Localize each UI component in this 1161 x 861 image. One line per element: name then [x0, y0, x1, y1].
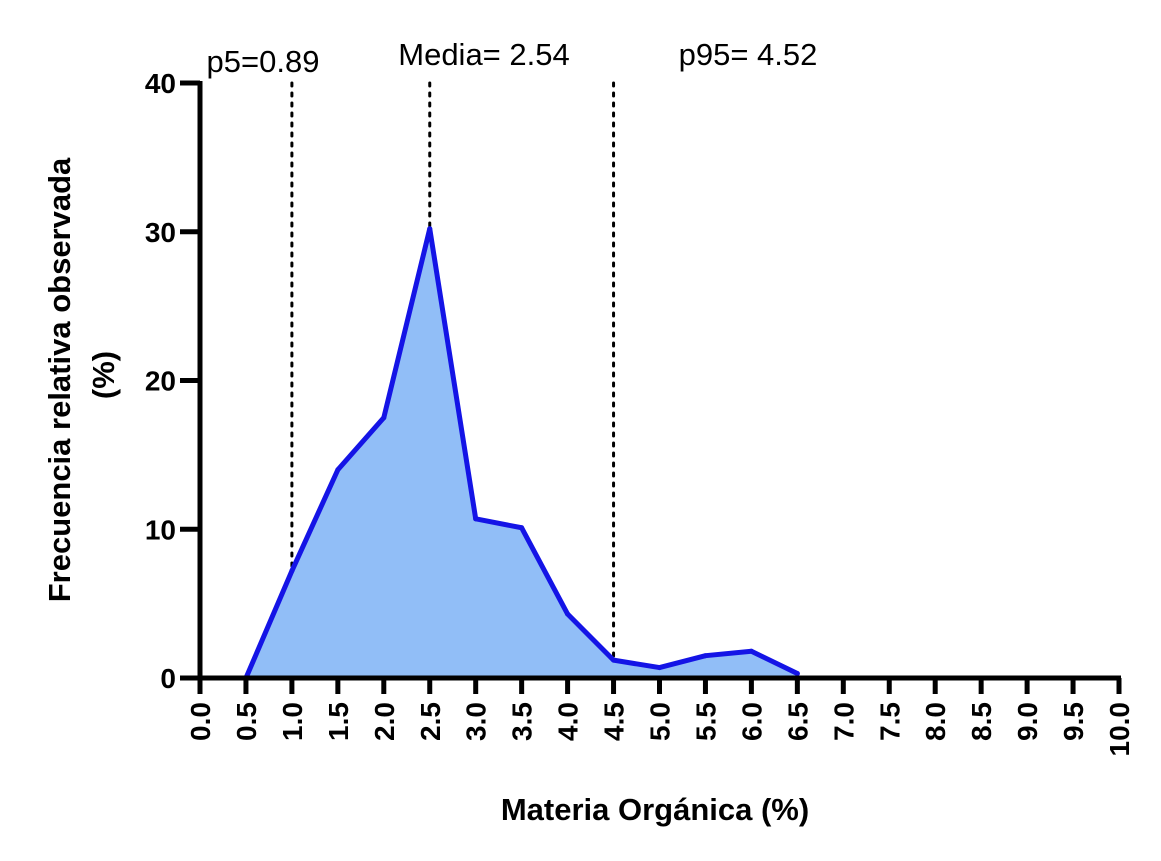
data-point-4 — [565, 611, 571, 617]
y-tick-label-20: 20 — [145, 366, 176, 397]
data-point-1 — [289, 568, 295, 574]
x-tick-label-9.5: 9.5 — [1058, 702, 1089, 741]
x-tick-label-8.5: 8.5 — [966, 702, 997, 741]
data-point-5 — [657, 665, 662, 671]
data-point-2.5 — [427, 226, 433, 232]
x-tick-label-7.5: 7.5 — [874, 702, 905, 741]
y-tick-label-40: 40 — [145, 68, 176, 99]
x-tick-label-0.0: 0.0 — [185, 702, 216, 741]
data-point-5.5 — [702, 653, 708, 659]
x-tick-label-8.0: 8.0 — [920, 702, 951, 741]
y-axis-title-line2: (%) — [86, 351, 121, 399]
reference-lines — [290, 81, 616, 680]
x-tick-label-6.0: 6.0 — [736, 702, 767, 741]
x-tick-label-1.5: 1.5 — [323, 702, 354, 741]
x-tick-label-3.0: 3.0 — [461, 702, 492, 741]
data-point-3.5 — [519, 525, 525, 531]
x-tick-label-6.5: 6.5 — [782, 702, 813, 741]
x-tick-label-7.0: 7.0 — [828, 702, 859, 741]
data-points — [243, 226, 800, 681]
reference-labels: p5=0.89 Media= 2.54 p95= 4.52 — [207, 37, 818, 79]
x-axis-title: Materia Orgánica (%) — [501, 792, 809, 827]
x-tick-label-3.5: 3.5 — [507, 702, 538, 741]
x-tick-label-9.0: 9.0 — [1012, 702, 1043, 741]
x-tick-label-2.0: 2.0 — [369, 702, 400, 741]
area-fill — [245, 228, 798, 678]
x-tick-label-4.5: 4.5 — [599, 702, 630, 741]
p5-label: p5=0.89 — [207, 44, 320, 79]
p95-label: p95= 4.52 — [679, 37, 818, 72]
y-ticks: 0 10 20 30 40 — [145, 68, 200, 694]
data-point-1.5 — [335, 467, 341, 473]
x-tick-label-10.0: 10.0 — [1104, 702, 1135, 757]
x-ticks: 0.0 0.5 1.0 1.5 2.0 2.5 3.0 3.5 4.0 4.5 5.0 5.5 6.0 6… — [185, 678, 1135, 757]
x-tick-label-0.5: 0.5 — [231, 702, 262, 741]
x-tick-label-1.0: 1.0 — [277, 702, 308, 741]
data-point-2 — [381, 415, 387, 421]
data-point-6.5 — [794, 671, 800, 677]
y-tick-label-10: 10 — [145, 514, 176, 545]
data-point-3 — [473, 516, 479, 522]
data-point-4.5 — [611, 657, 617, 663]
data-point-6 — [748, 648, 754, 654]
x-tick-label-5.0: 5.0 — [645, 702, 676, 741]
y-axis-title: Frecuencia relativa observada (%) — [42, 157, 121, 602]
y-tick-label-0: 0 — [160, 663, 176, 694]
y-tick-label-30: 30 — [145, 217, 176, 248]
x-tick-label-4.0: 4.0 — [553, 702, 584, 741]
x-tick-label-5.5: 5.5 — [690, 702, 721, 741]
mean-label: Media= 2.54 — [398, 37, 569, 72]
x-tick-label-2.5: 2.5 — [415, 702, 446, 741]
y-axis-title-line1: Frecuencia relativa observada — [42, 157, 77, 602]
